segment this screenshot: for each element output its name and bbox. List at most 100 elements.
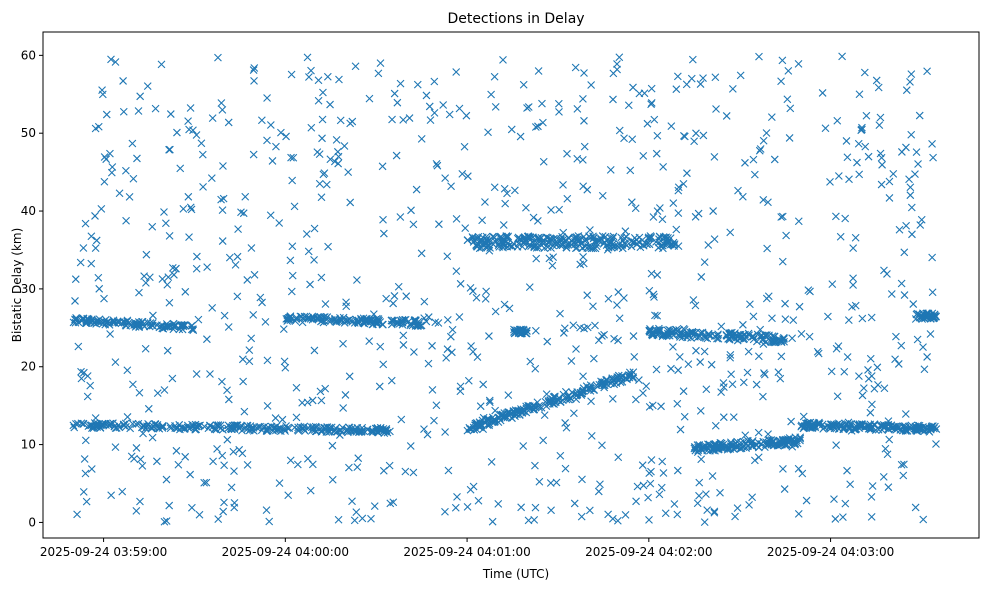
data-point [217, 99, 226, 107]
data-point [361, 317, 370, 326]
data-point [314, 76, 323, 85]
data-point [795, 302, 804, 311]
data-point [579, 372, 587, 381]
data-point [279, 325, 288, 333]
data-point [179, 322, 188, 331]
data-point [154, 424, 163, 432]
data-point [344, 168, 353, 177]
data-point [874, 83, 883, 92]
data-point [572, 391, 581, 400]
data-point [843, 153, 852, 162]
data-point [81, 436, 90, 445]
data-point [410, 348, 418, 356]
data-point [710, 235, 719, 243]
data-point [928, 288, 937, 297]
data-point [639, 151, 648, 160]
data-point [349, 426, 358, 435]
data-point [533, 217, 542, 225]
data-point [900, 248, 909, 257]
data-point [409, 220, 418, 229]
data-point [587, 397, 595, 406]
data-point [129, 380, 137, 389]
data-point [844, 316, 853, 325]
data-point [834, 424, 843, 433]
data-point [727, 370, 736, 379]
data-point [206, 370, 214, 378]
data-point [580, 142, 589, 151]
data-point [92, 320, 101, 328]
data-point [179, 204, 188, 213]
data-point [263, 401, 272, 410]
data-point [194, 315, 203, 324]
data-point [531, 123, 540, 131]
data-point [430, 108, 439, 117]
data-point [478, 216, 487, 225]
data-point [659, 469, 668, 477]
data-point [911, 170, 919, 178]
data-point [388, 115, 396, 124]
data-point [230, 467, 238, 476]
data-point [614, 453, 623, 462]
data-point [598, 441, 606, 450]
data-point [551, 239, 560, 247]
data-point [249, 311, 258, 319]
x-tick-label: 2025-09-24 04:01:00 [403, 545, 530, 559]
data-point [554, 99, 563, 108]
data-point [691, 301, 700, 310]
data-point [752, 380, 761, 389]
data-point [263, 424, 272, 433]
data-point [496, 410, 505, 419]
data-point [310, 224, 319, 233]
data-point [700, 518, 709, 527]
data-point [392, 151, 401, 160]
data-point [128, 139, 137, 148]
data-point [764, 440, 773, 449]
data-point [286, 256, 295, 265]
data-point [658, 215, 667, 224]
data-point [479, 380, 488, 389]
data-point [858, 314, 867, 323]
data-point [518, 242, 527, 251]
data-point [476, 402, 485, 411]
data-point [287, 153, 295, 162]
data-point [213, 444, 221, 453]
data-point [139, 429, 147, 438]
data-point [633, 482, 642, 491]
data-point [907, 70, 916, 79]
data-point [828, 280, 837, 289]
data-point [91, 422, 100, 430]
data-point [614, 336, 622, 345]
data-point [284, 491, 293, 500]
data-point [796, 436, 804, 445]
data-point [669, 342, 677, 351]
data-point [707, 360, 716, 369]
data-point [80, 455, 89, 463]
data-point [317, 193, 326, 202]
data-point [842, 137, 851, 145]
data-point [688, 55, 697, 64]
data-point [783, 95, 792, 104]
data-point [387, 376, 396, 385]
data-point [467, 342, 475, 350]
y-tick-label: 40 [21, 204, 36, 218]
data-point [929, 153, 937, 162]
data-point [168, 374, 177, 383]
data-point [245, 346, 254, 355]
data-point [397, 415, 406, 424]
data-point [370, 502, 379, 510]
data-point [230, 503, 239, 512]
data-point [212, 425, 221, 434]
data-point [658, 457, 667, 466]
data-point [555, 108, 563, 116]
data-point [379, 360, 388, 369]
data-point [897, 279, 906, 288]
data-point [885, 435, 894, 444]
data-point [539, 157, 548, 166]
data-point [868, 482, 877, 490]
data-point [573, 104, 582, 113]
data-point [661, 509, 670, 518]
data-point [738, 192, 747, 201]
data-point [547, 506, 555, 515]
data-point [745, 500, 753, 509]
data-point [214, 421, 223, 429]
